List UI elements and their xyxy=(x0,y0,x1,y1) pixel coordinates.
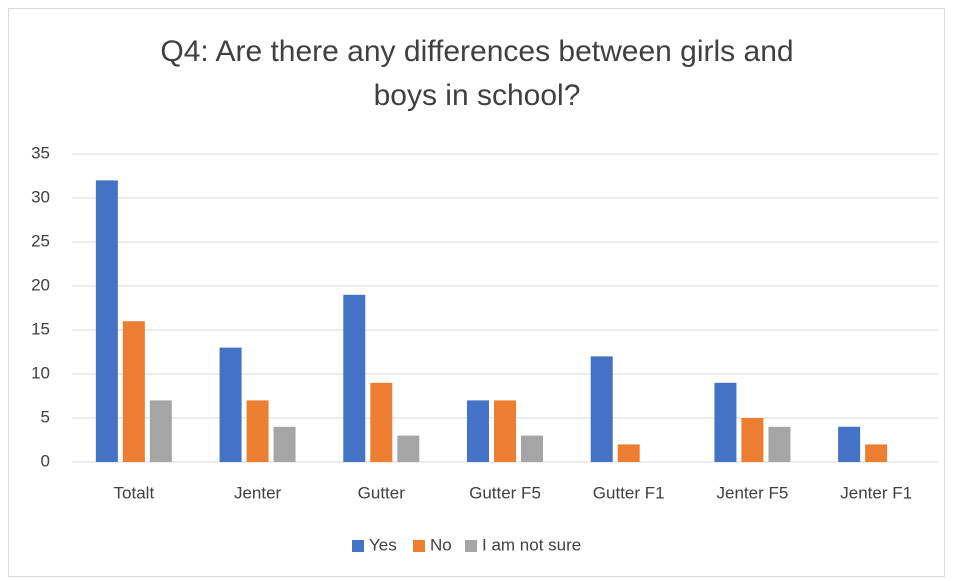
x-tick-label: Gutter F1 xyxy=(593,483,665,502)
x-tick-label: Gutter F5 xyxy=(469,483,541,502)
bar xyxy=(494,400,516,462)
bar xyxy=(343,294,366,462)
bar xyxy=(590,356,613,462)
bar xyxy=(838,426,861,462)
legend-swatch xyxy=(352,540,364,552)
bar xyxy=(149,400,172,462)
y-tick-label: 0 xyxy=(41,451,50,470)
chart-border xyxy=(8,8,945,577)
x-tick-label: Jenter xyxy=(234,483,282,502)
y-tick-label: 15 xyxy=(31,319,50,338)
bar xyxy=(219,347,242,462)
legend-swatch xyxy=(413,540,425,552)
y-tick-label: 35 xyxy=(31,143,50,162)
x-tick-label: Gutter xyxy=(358,483,406,502)
bar xyxy=(397,435,420,462)
y-tick-label: 20 xyxy=(31,275,50,294)
bar xyxy=(521,435,543,462)
bar xyxy=(273,426,296,462)
x-tick-label: Jenter F1 xyxy=(840,483,912,502)
y-tick-label: 10 xyxy=(31,363,50,382)
bar xyxy=(122,321,145,462)
x-tick-label: Totalt xyxy=(114,483,155,502)
bar xyxy=(741,418,764,462)
x-tick-label: Jenter F5 xyxy=(717,483,789,502)
bar xyxy=(617,444,640,462)
chart-title: Q4: Are there any differences between gi… xyxy=(160,35,794,112)
y-tick-label: 5 xyxy=(41,407,50,426)
legend-swatch xyxy=(465,540,477,552)
bar xyxy=(95,180,118,462)
legend-label: No xyxy=(430,535,452,554)
bar xyxy=(865,444,888,462)
bar xyxy=(246,400,269,462)
bar xyxy=(370,382,393,462)
bar xyxy=(768,426,791,462)
legend-label: I am not sure xyxy=(482,535,581,554)
legend-label: Yes xyxy=(369,535,397,554)
bar xyxy=(714,382,737,462)
bar xyxy=(467,400,489,462)
y-tick-label: 30 xyxy=(31,187,50,206)
y-tick-label: 25 xyxy=(31,231,50,250)
